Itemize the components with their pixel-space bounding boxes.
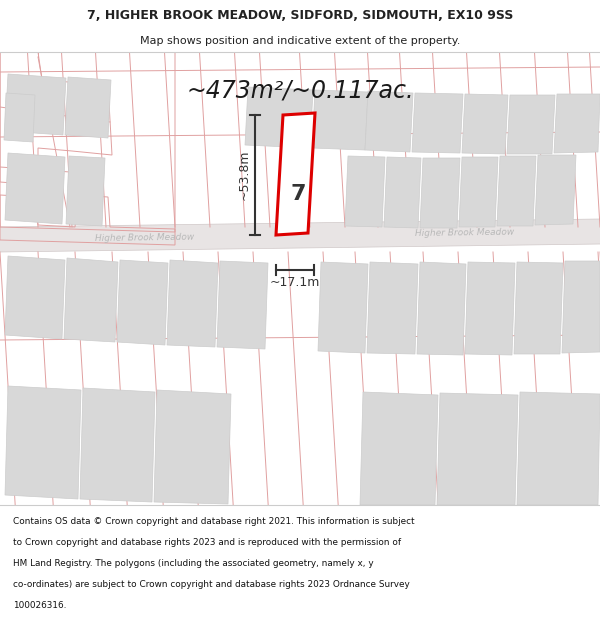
Polygon shape: [367, 262, 418, 354]
Polygon shape: [167, 260, 218, 347]
Polygon shape: [535, 155, 576, 225]
Polygon shape: [497, 156, 536, 226]
Polygon shape: [417, 262, 466, 355]
Text: ~473m²/~0.117ac.: ~473m²/~0.117ac.: [186, 78, 414, 102]
Text: co-ordinates) are subject to Crown copyright and database rights 2023 Ordnance S: co-ordinates) are subject to Crown copyr…: [13, 580, 410, 589]
Text: HM Land Registry. The polygons (including the associated geometry, namely x, y: HM Land Registry. The polygons (includin…: [13, 559, 374, 568]
Polygon shape: [5, 153, 65, 224]
Polygon shape: [117, 260, 168, 345]
Polygon shape: [365, 91, 413, 152]
Polygon shape: [462, 94, 508, 154]
Text: to Crown copyright and database rights 2023 and is reproduced with the permissio: to Crown copyright and database rights 2…: [13, 538, 401, 547]
Polygon shape: [465, 262, 515, 355]
Text: 7, HIGHER BROOK MEADOW, SIDFORD, SIDMOUTH, EX10 9SS: 7, HIGHER BROOK MEADOW, SIDFORD, SIDMOUT…: [87, 9, 513, 22]
Polygon shape: [276, 113, 315, 235]
Polygon shape: [5, 256, 65, 339]
Polygon shape: [517, 392, 600, 505]
Text: Higher Brook Meadow: Higher Brook Meadow: [95, 232, 194, 242]
Text: 100026316.: 100026316.: [13, 601, 67, 610]
Polygon shape: [412, 93, 463, 153]
Polygon shape: [384, 157, 421, 228]
Text: Map shows position and indicative extent of the property.: Map shows position and indicative extent…: [140, 36, 460, 46]
Text: ~53.8m: ~53.8m: [238, 150, 251, 200]
Polygon shape: [507, 95, 555, 154]
Polygon shape: [514, 262, 563, 354]
Polygon shape: [5, 74, 66, 135]
Polygon shape: [562, 261, 600, 353]
Polygon shape: [318, 262, 368, 353]
Polygon shape: [217, 261, 268, 349]
Polygon shape: [0, 219, 600, 252]
Polygon shape: [345, 156, 385, 227]
Polygon shape: [459, 157, 498, 227]
Polygon shape: [245, 87, 313, 148]
Text: ~17.1m: ~17.1m: [270, 276, 320, 289]
Polygon shape: [437, 393, 518, 505]
Polygon shape: [360, 392, 438, 505]
Polygon shape: [65, 77, 111, 138]
Polygon shape: [312, 90, 368, 150]
Polygon shape: [5, 386, 81, 499]
Text: 7: 7: [291, 184, 306, 204]
Polygon shape: [80, 388, 155, 502]
Polygon shape: [64, 258, 118, 342]
Text: Contains OS data © Crown copyright and database right 2021. This information is : Contains OS data © Crown copyright and d…: [13, 517, 415, 526]
Polygon shape: [4, 93, 35, 142]
Polygon shape: [554, 94, 600, 153]
Polygon shape: [420, 158, 460, 228]
Polygon shape: [66, 156, 105, 226]
Polygon shape: [154, 390, 231, 504]
Text: Higher Brook Meadow: Higher Brook Meadow: [415, 228, 515, 239]
